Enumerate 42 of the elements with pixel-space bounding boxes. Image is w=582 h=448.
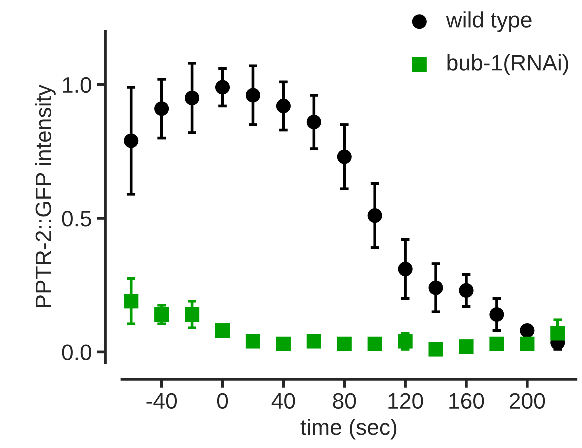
x-tick-label: -40	[146, 393, 178, 410]
point	[246, 88, 261, 103]
x-tick-label: 200	[510, 393, 546, 410]
y-tick-label: 1.0	[63, 77, 92, 94]
x-axis-title: time (sec)	[300, 419, 397, 440]
point	[550, 326, 566, 341]
point	[215, 80, 230, 95]
point	[124, 134, 139, 148]
y-tick-label: 0.0	[62, 344, 92, 360]
x-tick-label: 120	[388, 393, 424, 410]
point	[306, 334, 322, 349]
point	[215, 324, 230, 338]
legend-label: wild type	[446, 12, 532, 32]
point	[154, 102, 170, 116]
x-tick-label: 0	[217, 393, 228, 410]
point	[124, 294, 139, 309]
point	[428, 280, 444, 296]
x-tick-label: 40	[272, 393, 296, 410]
point	[337, 336, 352, 352]
point	[398, 262, 413, 277]
point	[306, 114, 322, 130]
point	[428, 342, 444, 357]
point	[185, 307, 200, 322]
point	[490, 307, 504, 322]
y-tick-label: 0.5	[62, 211, 92, 227]
point	[459, 340, 474, 354]
point	[154, 307, 170, 322]
point	[276, 336, 291, 352]
point	[490, 336, 504, 352]
point	[276, 98, 291, 114]
point	[337, 150, 352, 164]
point	[520, 336, 535, 352]
point	[520, 324, 535, 338]
point	[246, 334, 261, 349]
y-axis-title: PPTR-2::GFP intensity	[35, 84, 56, 308]
point	[368, 336, 382, 352]
point	[185, 90, 200, 106]
point	[368, 208, 382, 224]
legend-label: bub-1(RNAi)	[448, 54, 568, 76]
x-tick-label: 80	[333, 393, 356, 410]
point	[459, 283, 474, 298]
x-tick-label: 160	[450, 393, 484, 410]
